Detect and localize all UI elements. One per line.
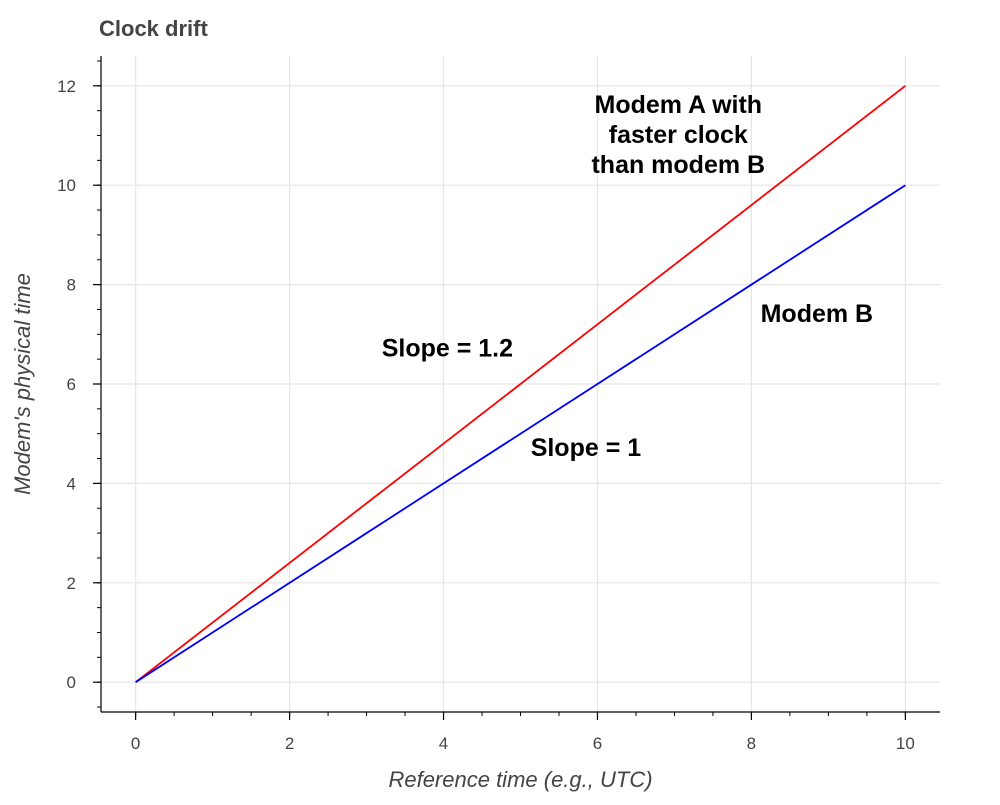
annotation-label: Modem A with faster clock than modem B [591,91,765,179]
y-axis-label: Modem's physical time [10,273,35,495]
annotation-line: Slope = 1.2 [382,335,513,363]
annotation-label: Modem B [761,300,874,328]
y-tick-label: 8 [67,276,76,295]
y-tick-label: 10 [57,176,76,195]
series-line [135,85,906,683]
annotation-line: faster clock [609,121,748,149]
y-tick-label: 0 [67,673,76,692]
x-tick-label: 2 [285,734,294,753]
x-axis-label: Reference time (e.g., UTC) [388,767,652,792]
y-tick-label: 6 [67,375,76,394]
chart-title: Clock drift [99,16,208,41]
y-tick-label: 4 [67,474,76,493]
annotation-line: than modem B [591,151,765,179]
x-tick-label: 8 [747,734,756,753]
x-tick-label: 0 [131,734,140,753]
x-tick-label: 6 [593,734,602,753]
annotation-label: Slope = 1 [531,434,642,462]
x-tick-label: 10 [896,734,915,753]
annotation-line: Modem B [761,300,874,328]
y-tick-label: 2 [67,574,76,593]
y-tick-label: 12 [57,77,76,96]
annotation-label: Slope = 1.2 [382,335,513,363]
annotation-line: Slope = 1 [531,434,642,462]
series-line [135,184,906,683]
annotation-line: Modem A with [595,91,763,119]
x-tick-label: 4 [439,734,448,753]
